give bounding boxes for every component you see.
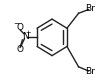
Text: O: O [17, 45, 24, 54]
Text: Br: Br [85, 4, 95, 13]
Text: −: − [14, 21, 20, 27]
Text: Br: Br [85, 67, 95, 76]
Text: N: N [22, 32, 28, 41]
Text: O: O [16, 23, 23, 32]
Text: +: + [25, 30, 31, 36]
